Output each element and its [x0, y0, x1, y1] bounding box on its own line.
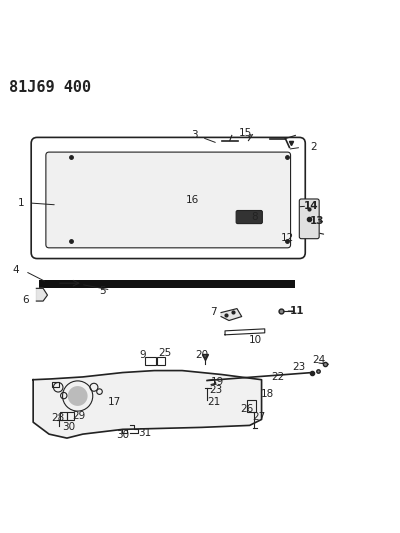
Text: 11: 11 [290, 306, 304, 316]
Polygon shape [221, 309, 242, 320]
Circle shape [68, 386, 88, 406]
Text: 23: 23 [209, 385, 222, 395]
Text: 13: 13 [310, 216, 324, 226]
Text: 17: 17 [108, 397, 121, 407]
Text: 81J69 400: 81J69 400 [9, 80, 92, 95]
Text: 18: 18 [261, 390, 274, 399]
Text: 12: 12 [281, 232, 294, 243]
Text: 24: 24 [312, 355, 326, 365]
Text: 31: 31 [138, 429, 151, 438]
Text: 3: 3 [191, 131, 197, 140]
Text: 19: 19 [211, 377, 224, 387]
Text: 22: 22 [271, 372, 284, 382]
Bar [247, 400, 256, 413]
Text: 28: 28 [52, 413, 65, 423]
Text: 5: 5 [99, 286, 106, 296]
Text: 30: 30 [116, 430, 129, 440]
Bar [60, 412, 66, 420]
Text: 20: 20 [196, 350, 208, 360]
Bar [145, 357, 156, 365]
Text: 10: 10 [249, 335, 262, 345]
Text: 30: 30 [62, 422, 76, 432]
Text: 26: 26 [240, 403, 254, 414]
Text: 21: 21 [207, 397, 220, 407]
Polygon shape [36, 288, 48, 301]
FancyBboxPatch shape [299, 199, 319, 239]
Bar [157, 357, 165, 365]
Text: 8: 8 [251, 212, 258, 222]
Bar [67, 412, 74, 420]
Bar [52, 383, 59, 387]
Text: 14: 14 [304, 201, 318, 211]
Text: 29: 29 [72, 411, 86, 421]
Text: 25: 25 [158, 348, 172, 358]
Text: 15: 15 [239, 128, 252, 139]
Bar [39, 280, 295, 287]
Text: 7: 7 [210, 307, 217, 317]
FancyBboxPatch shape [236, 211, 262, 224]
Text: 16: 16 [186, 195, 199, 205]
Text: 6: 6 [22, 295, 28, 305]
Polygon shape [33, 370, 262, 438]
FancyBboxPatch shape [46, 152, 290, 248]
Text: 27: 27 [252, 413, 266, 423]
Text: 1: 1 [18, 198, 24, 208]
Text: 9: 9 [139, 350, 146, 360]
Text: 2: 2 [310, 142, 316, 152]
Text: 4: 4 [12, 265, 19, 276]
Text: 23: 23 [293, 361, 306, 372]
